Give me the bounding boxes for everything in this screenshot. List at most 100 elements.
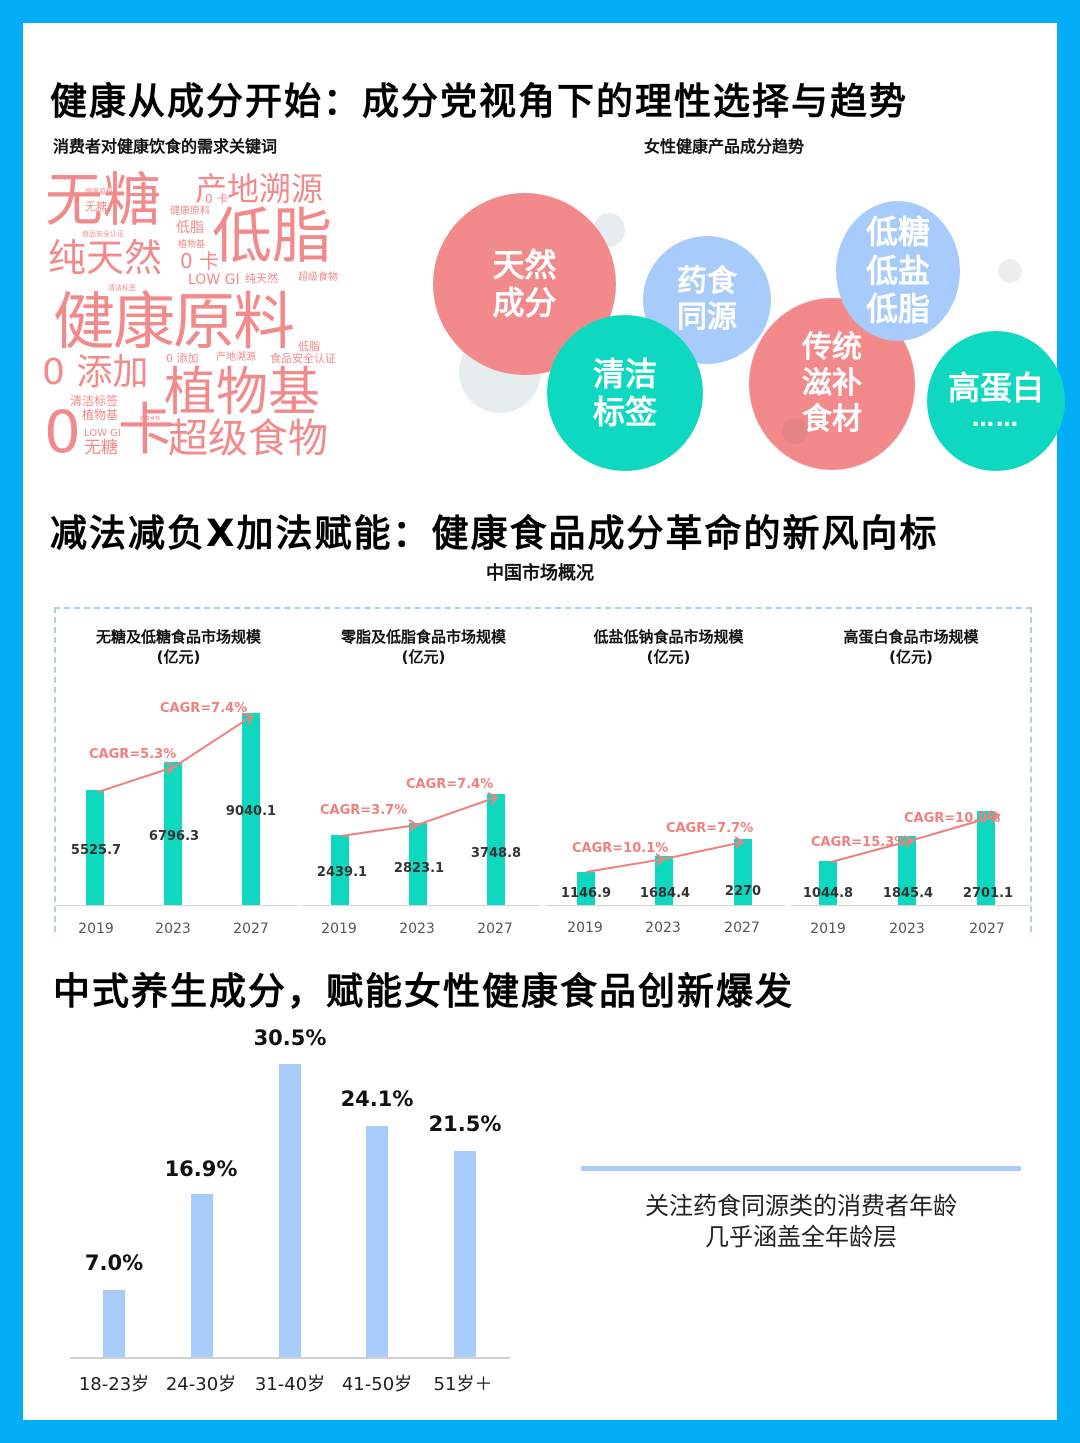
word: 健康原料 bbox=[170, 206, 210, 217]
bar-2023 bbox=[409, 823, 427, 905]
word: 产地溯源 bbox=[216, 352, 256, 363]
market-chart-sugar: 无糖及低糖食品市场规模 (亿元) 5525.7 6796.3 9040.1 20… bbox=[56, 609, 301, 937]
x-axis bbox=[546, 905, 786, 906]
year-label: 2019 bbox=[567, 920, 603, 936]
value-label: 9040.1 bbox=[225, 804, 277, 819]
word: 0 卡 bbox=[180, 249, 220, 273]
word: 低脂 bbox=[212, 202, 332, 272]
value-label: 16.9% bbox=[164, 1157, 238, 1181]
chart-unit: (亿元) bbox=[156, 648, 201, 667]
word: 纯天然 bbox=[48, 236, 163, 280]
bar-2027 bbox=[242, 713, 260, 905]
word: 无糖 bbox=[85, 200, 107, 213]
chart-title: 无糖及低糖食品市场规模 bbox=[95, 628, 261, 646]
year-label: 2023 bbox=[645, 920, 681, 936]
value-label: 30.5% bbox=[253, 1026, 327, 1050]
word: LOW GI bbox=[188, 272, 240, 288]
value-label: 1684.4 bbox=[639, 886, 691, 901]
word: 超级食物 bbox=[140, 416, 161, 422]
year-label: 2027 bbox=[233, 921, 269, 937]
x-axis bbox=[70, 1357, 510, 1359]
value-label: 2439.1 bbox=[316, 865, 368, 880]
bar-2019 bbox=[86, 790, 104, 905]
age-label: 24-30岁 bbox=[165, 1374, 237, 1395]
cagr-label: CAGR=3.7% bbox=[320, 803, 408, 818]
x-axis bbox=[791, 905, 1031, 906]
bar-41-50 bbox=[366, 1126, 388, 1357]
bar-24-30 bbox=[191, 1194, 213, 1357]
chart-title: 低盐低钠食品市场规模 bbox=[593, 628, 744, 646]
x-axis bbox=[301, 905, 541, 906]
ingredient-bubbles: 天然 成分 药食 同源 清洁 标签 传统 滋补 食材 低糖 低盐 低脂 高蛋白 … bbox=[430, 173, 1065, 483]
market-chart-fat: 零脂及低脂食品市场规模 (亿元) 2439.1 2823.1 3748.8 20… bbox=[301, 609, 546, 937]
market-overview-title: 中国市场概况 bbox=[486, 563, 594, 584]
word: 超级食物 bbox=[298, 272, 338, 283]
bubble-high-protein: 高蛋白 …… bbox=[927, 331, 1065, 471]
year-label: 2027 bbox=[724, 920, 760, 936]
chart-unit: (亿元) bbox=[401, 648, 446, 667]
section1-title: 健康从成分开始：成分党视角下的理性选择与趋势 bbox=[50, 80, 908, 123]
cagr-label: CAGR=7.4% bbox=[160, 701, 248, 716]
age-label: 18-23岁 bbox=[78, 1374, 150, 1395]
chart-title: 高蛋白食品市场规模 bbox=[843, 628, 979, 646]
bar-2019 bbox=[331, 835, 349, 905]
word: 植物基 bbox=[178, 240, 206, 250]
value-label: 1146.9 bbox=[560, 886, 612, 901]
word: 食品安全认证 bbox=[82, 230, 124, 238]
age-label: 51岁＋ bbox=[433, 1374, 493, 1395]
word: LOW GI bbox=[84, 428, 121, 439]
value-label: 7.0% bbox=[84, 1251, 144, 1275]
word: 0 bbox=[44, 398, 81, 466]
growth-arrow-icon bbox=[585, 836, 745, 873]
cagr-label: CAGR=15.3% bbox=[811, 835, 908, 850]
bar-2023 bbox=[655, 856, 673, 905]
market-chart-salt: 低盐低钠食品市场规模 (亿元) 1146.9 1684.4 2270 2019 … bbox=[546, 609, 791, 936]
bubble-low-sugar-salt-fat: 低糖 低盐 低脂 bbox=[836, 201, 960, 341]
bar-51-plus bbox=[454, 1151, 476, 1357]
word: 超级食物 bbox=[168, 416, 328, 462]
year-label: 2019 bbox=[78, 921, 114, 937]
word: 卡 bbox=[118, 398, 174, 463]
year-label: 2019 bbox=[321, 921, 357, 937]
bar-2027 bbox=[487, 794, 505, 905]
market-chart-protein: 高蛋白食品市场规模 (亿元) 1044.8 1845.4 2701.1 2019… bbox=[791, 609, 1031, 937]
year-label: 2023 bbox=[889, 921, 925, 937]
bar-2019 bbox=[577, 872, 595, 905]
word: 清洁标签 bbox=[70, 394, 119, 408]
value-label: 21.5% bbox=[428, 1112, 502, 1136]
value-label: 6796.3 bbox=[148, 829, 200, 844]
wordcloud-title: 消费者对健康饮食的需求关键词 bbox=[53, 137, 278, 156]
word: 无糖 bbox=[84, 438, 118, 458]
year-label: 2019 bbox=[810, 921, 846, 937]
decor-circle bbox=[998, 259, 1022, 283]
word: 健康原料 bbox=[53, 285, 295, 358]
word: 清洁标签 bbox=[108, 284, 136, 292]
keyword-cloud: 无糖 产地溯源 0 卡 健康原料 无糖 健康原料 低脂 低脂 食品安全认证 纯天… bbox=[40, 163, 350, 463]
word: 植物基 bbox=[164, 363, 321, 423]
divider-line bbox=[581, 1166, 1021, 1171]
word: 无糖 bbox=[45, 166, 162, 234]
word: 0 添加 bbox=[42, 352, 149, 393]
bar-2019 bbox=[819, 861, 837, 905]
value-label: 2270 bbox=[724, 884, 762, 899]
x-axis bbox=[56, 905, 298, 906]
section2-title: 减法减负X加法赋能：健康食品成分革命的新风向标 bbox=[50, 512, 939, 555]
chart-title: 零脂及低脂食品市场规模 bbox=[340, 628, 506, 646]
word: 纯天然 bbox=[245, 272, 278, 285]
bubble-clean-label: 清洁 标签 bbox=[547, 315, 703, 471]
bubbles-title: 女性健康产品成分趋势 bbox=[644, 137, 805, 156]
value-label: 3748.8 bbox=[470, 846, 522, 861]
age-label: 41-50岁 bbox=[341, 1374, 413, 1395]
word: 0 卡 bbox=[205, 192, 229, 206]
word: 产地溯源 bbox=[195, 170, 324, 208]
age-note: 关注药食同源类的消费者年龄 几乎涵盖全年龄层 bbox=[581, 1191, 1021, 1253]
age-distribution-chart: 7.0% 16.9% 30.5% 24.1% 21.5% 18-23岁 24-3… bbox=[63, 1023, 523, 1403]
bar-2023 bbox=[164, 762, 182, 905]
cagr-label: CAGR=10.1% bbox=[572, 841, 669, 856]
word: 0 添加 bbox=[166, 352, 199, 365]
value-label: 2823.1 bbox=[393, 861, 445, 876]
growth-arrow-icon bbox=[340, 792, 499, 837]
cagr-label: CAGR=5.3% bbox=[89, 747, 177, 762]
chart-unit: (亿元) bbox=[646, 648, 691, 667]
market-charts-panel: 无糖及低糖食品市场规模 (亿元) 5525.7 6796.3 9040.1 20… bbox=[54, 607, 1032, 937]
